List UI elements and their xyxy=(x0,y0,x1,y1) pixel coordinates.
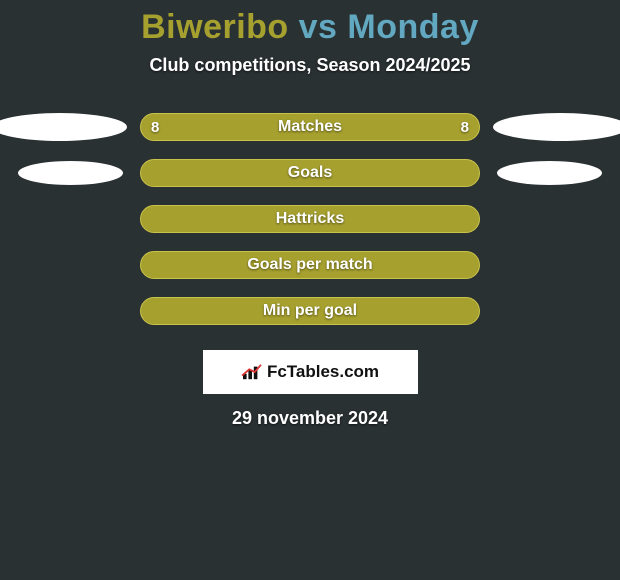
player2-name: Monday xyxy=(347,8,478,46)
logo-text: FcTables.com xyxy=(267,362,379,382)
stat-value-right: 8 xyxy=(461,119,469,136)
stat-row: Goals per match xyxy=(0,242,620,288)
stat-label: Goals xyxy=(288,164,332,182)
stat-row: 8 Matches 8 xyxy=(0,104,620,150)
comparison-title: Biweribo vs Monday xyxy=(0,0,620,47)
player1-name: Biweribo xyxy=(141,8,289,46)
stat-bar: Min per goal xyxy=(140,297,480,325)
source-logo: FcTables.com xyxy=(203,350,418,394)
player1-oval xyxy=(0,113,127,141)
stats-stage: 8 Matches 8 Goals Hattricks Goals per match Mi… xyxy=(0,104,620,334)
stat-bar: Goals xyxy=(140,159,480,187)
bar-chart-icon xyxy=(241,363,263,381)
snapshot-date: 29 november 2024 xyxy=(0,408,620,429)
player2-oval xyxy=(493,113,620,141)
stat-value-left: 8 xyxy=(151,119,159,136)
stat-bar: 8 Matches 8 xyxy=(140,113,480,141)
stat-row: Goals xyxy=(0,150,620,196)
stat-bar: Goals per match xyxy=(140,251,480,279)
stat-row: Hattricks xyxy=(0,196,620,242)
stat-bar: Hattricks xyxy=(140,205,480,233)
player2-oval xyxy=(497,161,602,185)
stat-row: Min per goal xyxy=(0,288,620,334)
stat-label: Matches xyxy=(278,118,342,136)
stat-label: Hattricks xyxy=(276,210,344,228)
player1-oval xyxy=(18,161,123,185)
logo-inner: FcTables.com xyxy=(241,362,379,382)
stat-label: Min per goal xyxy=(263,302,357,320)
vs-separator: vs xyxy=(289,8,348,46)
competition-subtitle: Club competitions, Season 2024/2025 xyxy=(0,55,620,76)
stat-label: Goals per match xyxy=(247,256,372,274)
